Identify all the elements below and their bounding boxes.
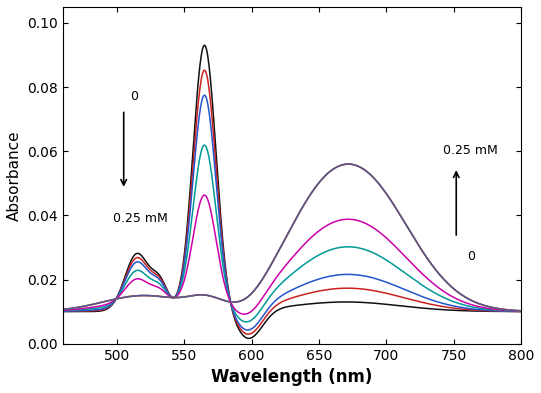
Y-axis label: Absorbance: Absorbance xyxy=(7,130,22,220)
Text: 0: 0 xyxy=(130,90,138,103)
Text: 0.25 mM: 0.25 mM xyxy=(113,212,168,225)
Text: 0.25 mM: 0.25 mM xyxy=(443,145,498,158)
Text: 0: 0 xyxy=(467,250,475,263)
X-axis label: Wavelength (nm): Wavelength (nm) xyxy=(212,368,373,386)
